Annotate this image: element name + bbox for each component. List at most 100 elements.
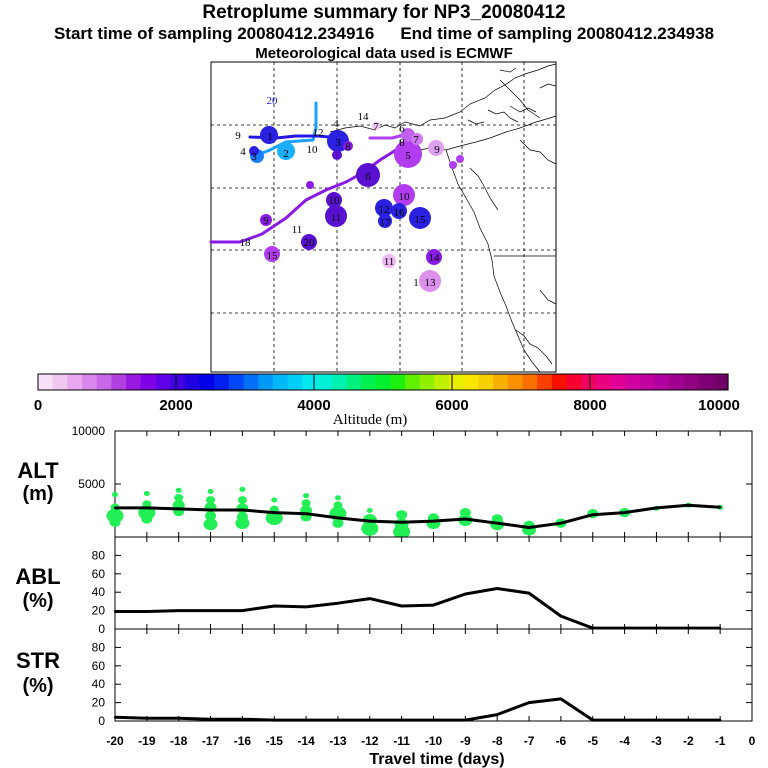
map-marker (419, 270, 441, 292)
alt-spread-point (207, 488, 214, 494)
colorbar-cell (551, 374, 568, 390)
x-tick-label: -19 (138, 734, 156, 748)
x-tick-label: -17 (202, 734, 220, 748)
map-marker (393, 184, 415, 206)
y-tick-label: 5000 (78, 477, 105, 491)
y-tick-label: 80 (92, 640, 106, 654)
str-panel: 0 20 40 60 80 (92, 628, 753, 728)
x-tick-label: -14 (297, 734, 315, 748)
colorbar-cell (52, 374, 68, 390)
alt-spread-point (361, 521, 379, 536)
str-point (655, 718, 658, 722)
abl-panel: 0 20 40 60 80 (92, 536, 753, 636)
colorbar-cell (434, 374, 450, 390)
abl-point (145, 610, 149, 613)
colorbar-cells (38, 374, 729, 390)
colorbar-cell (478, 374, 494, 390)
colorbar-cell (463, 374, 480, 390)
str-point (273, 718, 276, 722)
x-tick-label: -3 (651, 734, 662, 748)
abl-point (304, 605, 308, 609)
map-label: 1 (267, 131, 273, 143)
map-label: 10 (307, 144, 319, 156)
colorbar-cell (346, 374, 362, 390)
map-label: 5 (405, 150, 411, 162)
colorbar-cell (126, 374, 142, 390)
str-point (336, 718, 340, 722)
map-label: 3 (251, 151, 257, 163)
colorbar-cell (331, 374, 347, 390)
abl-point (241, 609, 244, 612)
abl-point (113, 610, 117, 613)
map-graticule (211, 62, 556, 372)
alt-spread-point (239, 486, 246, 492)
y-tick-label: 60 (92, 567, 106, 581)
x-axis-label: Travel time (days) (369, 751, 504, 768)
alt-spread-point (271, 497, 278, 503)
abl-point (336, 602, 340, 605)
abl-ylabel-bottom: (%) (22, 590, 53, 612)
y-tick-label: 40 (92, 677, 106, 691)
map-label: 12 (379, 204, 390, 216)
x-tick-label: -13 (329, 734, 347, 748)
map-label: 12 (313, 127, 324, 139)
y-tick-label: 40 (92, 585, 106, 599)
alt-point (591, 513, 594, 516)
colorbar-cell (287, 374, 303, 390)
time-series-panels: 5000 10000 0 20 40 60 80 0 20 40 60 80 (72, 424, 753, 728)
str-point (432, 718, 435, 722)
alt-point (145, 506, 149, 510)
colorbar-frame (37, 373, 729, 391)
map-marker (306, 181, 314, 189)
alt-spread-point (334, 495, 341, 501)
x-tick-label: -8 (492, 734, 503, 748)
alt-point (687, 504, 690, 507)
alt-ylabel-top: ALT (17, 458, 59, 483)
colorbar-cell (449, 374, 465, 390)
str-point (464, 718, 467, 722)
alt-spread-point (265, 510, 283, 526)
map-label: 4 (240, 146, 246, 158)
alt-point (177, 507, 180, 511)
colorbar-cell (683, 374, 700, 390)
alt-spread-point (203, 518, 218, 531)
map-marker (428, 140, 444, 156)
map-marker (394, 140, 422, 168)
trajectory-markers (249, 122, 464, 292)
x-tick-label: -20 (106, 734, 124, 748)
panel-frame (114, 536, 753, 630)
map-marker-labels: 20 14 7 9 12 1 2 3 10 8 3 4 4 6 9 5 7 10… (235, 95, 440, 289)
alt-spread-point (237, 496, 247, 504)
map-marker (326, 192, 342, 208)
alt-spread-point (109, 517, 121, 527)
map-marker (260, 126, 278, 144)
map-label: 9 (434, 144, 440, 156)
alt-point (559, 522, 563, 525)
x-tick-label: 0 (749, 734, 756, 748)
map-marker (264, 246, 280, 262)
alt-spread-point (235, 517, 250, 530)
x-tick-label: -2 (683, 734, 694, 748)
str-point (591, 718, 594, 722)
abl-point (177, 609, 180, 612)
map-marker (332, 150, 342, 160)
map-marker (411, 133, 423, 145)
x-tick-label: -12 (361, 734, 379, 748)
str-series-line (114, 697, 721, 722)
map-label: 11 (384, 256, 395, 268)
colorbar-cell (360, 374, 377, 390)
abl-point (273, 604, 276, 608)
map-marker (356, 163, 380, 187)
str-point (368, 718, 371, 722)
abl-point (527, 591, 531, 595)
map-label: 10 (329, 195, 341, 207)
map-marker (372, 122, 380, 130)
colorbar-tick: 0 (34, 397, 42, 414)
alt-spread-point (332, 518, 344, 528)
abl-series-line (115, 587, 721, 630)
str-point (687, 718, 690, 722)
colorbar-cell (140, 374, 157, 390)
colorbar-cell (199, 374, 215, 390)
colorbar-cell (566, 374, 582, 390)
colorbar-cell (316, 374, 333, 390)
